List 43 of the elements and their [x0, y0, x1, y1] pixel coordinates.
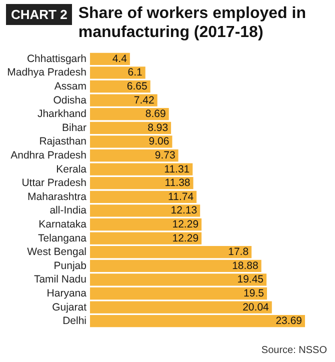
data-label: 6.65 — [126, 80, 148, 92]
data-label: 23.69 — [276, 315, 302, 328]
y-tick-label: Odisha — [53, 94, 87, 106]
y-tick-label: Madhya Pradesh — [7, 66, 87, 79]
y-tick-label: Chhattisgarh — [26, 52, 87, 65]
data-label: 8.93 — [148, 122, 168, 134]
y-tick-label: Gujarat — [52, 301, 87, 314]
data-label: 12.13 — [170, 204, 198, 217]
y-tick-label: Karnataka — [38, 218, 87, 230]
chart-title: Share of workers employed in manufacturing (2017-18) — [78, 4, 307, 42]
data-label: 19.45 — [237, 274, 264, 286]
data-label: 18.88 — [232, 260, 258, 272]
data-label: 17.8 — [228, 246, 249, 258]
data-label: 20.04 — [242, 301, 270, 314]
data-label: 11.74 — [168, 190, 194, 203]
data-label: 11.38 — [164, 177, 190, 190]
data-label: 12.29 — [172, 232, 199, 244]
data-label: 4.4 — [112, 52, 128, 65]
y-tick-label: Maharashtra — [28, 190, 87, 203]
y-tick-label: Kerala — [56, 163, 87, 176]
y-tick-label: Jharkhand — [37, 108, 87, 120]
y-tick-label: Telangana — [38, 232, 87, 244]
y-tick-label: Haryana — [46, 288, 87, 300]
y-tick-label: Andhra Pradesh — [10, 150, 87, 162]
data-label: 19.5 — [244, 288, 264, 300]
data-label: 12.29 — [172, 218, 199, 230]
data-label: 7.42 — [134, 94, 154, 106]
y-tick-label: all-India — [50, 204, 87, 217]
caption: CHART 2 — [6, 4, 72, 25]
data-label: 8.69 — [145, 108, 166, 120]
y-tick-label: West Bengal — [27, 246, 86, 258]
data-label: 6.1 — [128, 66, 143, 79]
data-label: 9.06 — [148, 136, 170, 148]
y-tick-label: Rajasthan — [39, 136, 87, 148]
y-tick-label: Assam — [54, 80, 87, 92]
data-label: 11.31 — [164, 163, 190, 176]
source-note: Source: NSSO — [261, 345, 327, 356]
y-tick-label: Uttar Pradesh — [22, 177, 87, 190]
y-tick-label: Bihar — [62, 122, 87, 134]
y-tick-label: Tamil Nadu — [34, 274, 87, 286]
y-tick-label: Punjab — [54, 260, 87, 272]
data-label: 9.73 — [154, 150, 176, 162]
y-tick-label: Delhi — [62, 315, 86, 328]
